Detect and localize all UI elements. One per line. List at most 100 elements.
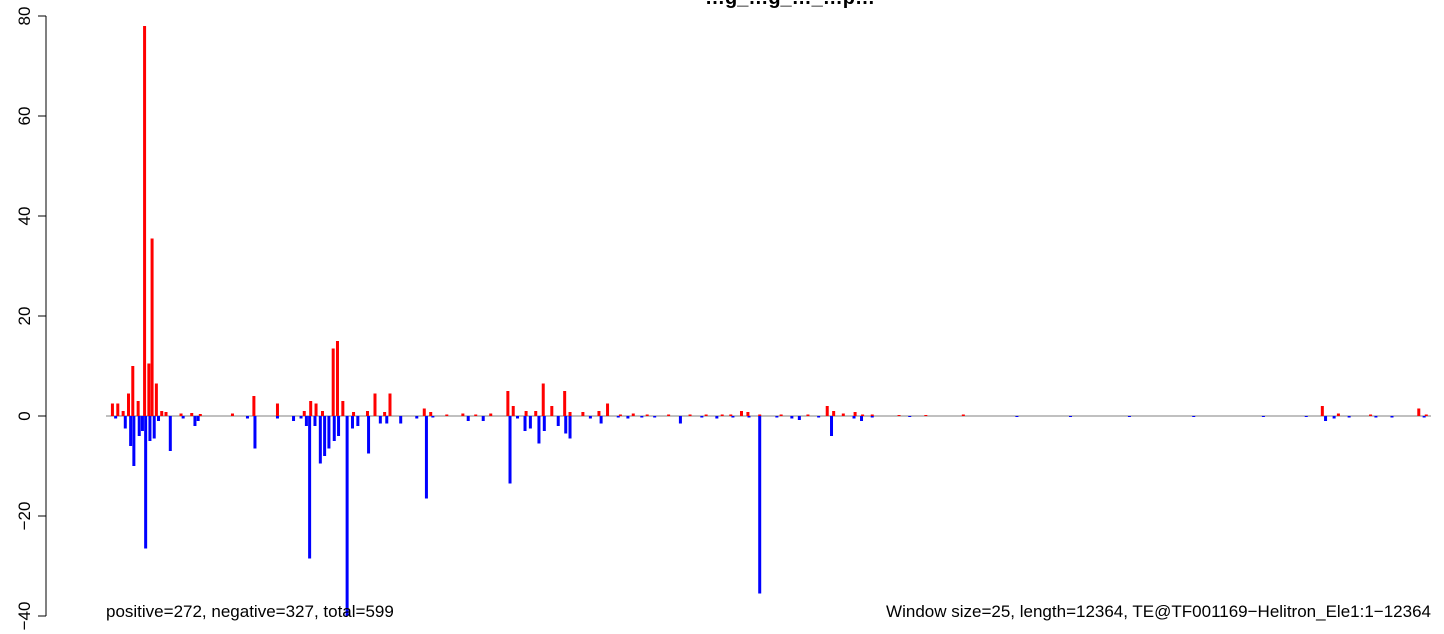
positive-bar (230, 413, 234, 416)
positive-bar (631, 413, 635, 416)
y-tick-label: −20 (15, 502, 34, 531)
positive-bar (924, 415, 928, 416)
positive-bar (1320, 406, 1324, 416)
negative-bar (292, 416, 296, 421)
negative-bar (332, 416, 336, 441)
positive-bar (190, 413, 194, 416)
positive-bar (489, 413, 493, 416)
positive-bar (335, 341, 339, 416)
negative-bar (715, 416, 719, 419)
positive-bar (275, 403, 279, 416)
positive-bar (581, 412, 585, 416)
positive-bar (841, 413, 845, 416)
positive-bar (474, 414, 478, 416)
negative-bar (152, 416, 156, 439)
negative-bar (299, 416, 303, 419)
negative-bar (1347, 416, 1351, 418)
positive-bar (341, 401, 345, 416)
positive-bar (961, 414, 965, 416)
positive-bar (429, 412, 433, 416)
positive-bar (550, 406, 554, 416)
positive-bar (897, 415, 901, 416)
negative-bar (599, 416, 603, 424)
info-annotation: Window size=25, length=12364, TE@TF00116… (886, 602, 1431, 621)
negative-bar (327, 416, 331, 449)
positive-bar (331, 348, 335, 416)
positive-bar (1336, 413, 1340, 416)
negative-bar (350, 416, 354, 429)
negative-bar (640, 416, 644, 418)
negative-bar (817, 416, 821, 418)
positive-bar (779, 414, 783, 416)
positive-bar (524, 411, 528, 416)
negative-bar (700, 416, 704, 418)
positive-bar (147, 363, 151, 416)
negative-bar (747, 416, 751, 418)
positive-bar (131, 366, 135, 416)
negative-series (114, 416, 1426, 616)
positive-bar (352, 412, 356, 416)
positive-bar (383, 412, 387, 416)
negative-bar (1332, 416, 1336, 419)
negative-bar (168, 416, 172, 451)
negative-bar (523, 416, 527, 431)
positive-bar (121, 411, 125, 416)
negative-bar (731, 416, 735, 418)
negative-bar (129, 416, 133, 446)
positive-bar (422, 408, 426, 416)
y-tick-label: 20 (15, 307, 34, 326)
positive-bar (832, 411, 836, 416)
negative-bar (1390, 416, 1394, 418)
negative-bar (140, 416, 144, 431)
negative-bar (367, 416, 371, 454)
negative-bar (1304, 416, 1308, 417)
negative-bar (345, 416, 349, 616)
positive-bar (825, 406, 829, 416)
negative-bar (1422, 416, 1426, 418)
positive-bar (541, 383, 545, 416)
y-tick-label: 60 (15, 107, 34, 126)
positive-bar (511, 406, 515, 416)
negative-bar (481, 416, 485, 421)
positive-bar (320, 411, 324, 416)
negative-bar (466, 416, 470, 421)
negative-bar (588, 416, 592, 419)
negative-bar (193, 416, 197, 426)
negative-bar (852, 416, 856, 419)
positive-bar (667, 414, 671, 416)
y-tick-label: −40 (15, 602, 34, 631)
positive-bar (506, 391, 510, 416)
y-axis: −40 −20 0 20 40 60 80 (15, 7, 46, 631)
negative-bar (1015, 416, 1019, 417)
negative-bar (1261, 416, 1265, 417)
positive-bar (309, 401, 313, 416)
negative-bar (399, 416, 403, 424)
positive-series (110, 26, 1428, 416)
negative-bar (323, 416, 327, 456)
negative-bar (308, 416, 312, 559)
negative-bar (616, 416, 620, 418)
positive-bar (563, 391, 567, 416)
negative-bar (137, 416, 141, 436)
negative-bar (908, 416, 912, 417)
negative-bar (626, 416, 630, 419)
positive-bar (154, 383, 158, 416)
positive-bar (720, 414, 724, 416)
negative-bar (568, 416, 572, 439)
y-tick-label: 0 (15, 411, 34, 420)
positive-bar (729, 414, 733, 416)
positive-bar (127, 393, 130, 416)
positive-bar (179, 413, 183, 416)
positive-bar (1417, 408, 1421, 416)
negative-bar (528, 416, 532, 429)
negative-bar (181, 416, 185, 419)
negative-bar (144, 416, 148, 549)
negative-bar (337, 416, 341, 436)
positive-bar (116, 403, 120, 416)
negative-bar (114, 416, 118, 419)
chart-title: …g_…g_…_…p… (705, 0, 875, 9)
negative-bar (1192, 416, 1196, 417)
negative-bar (196, 416, 200, 421)
positive-bar (597, 411, 601, 416)
